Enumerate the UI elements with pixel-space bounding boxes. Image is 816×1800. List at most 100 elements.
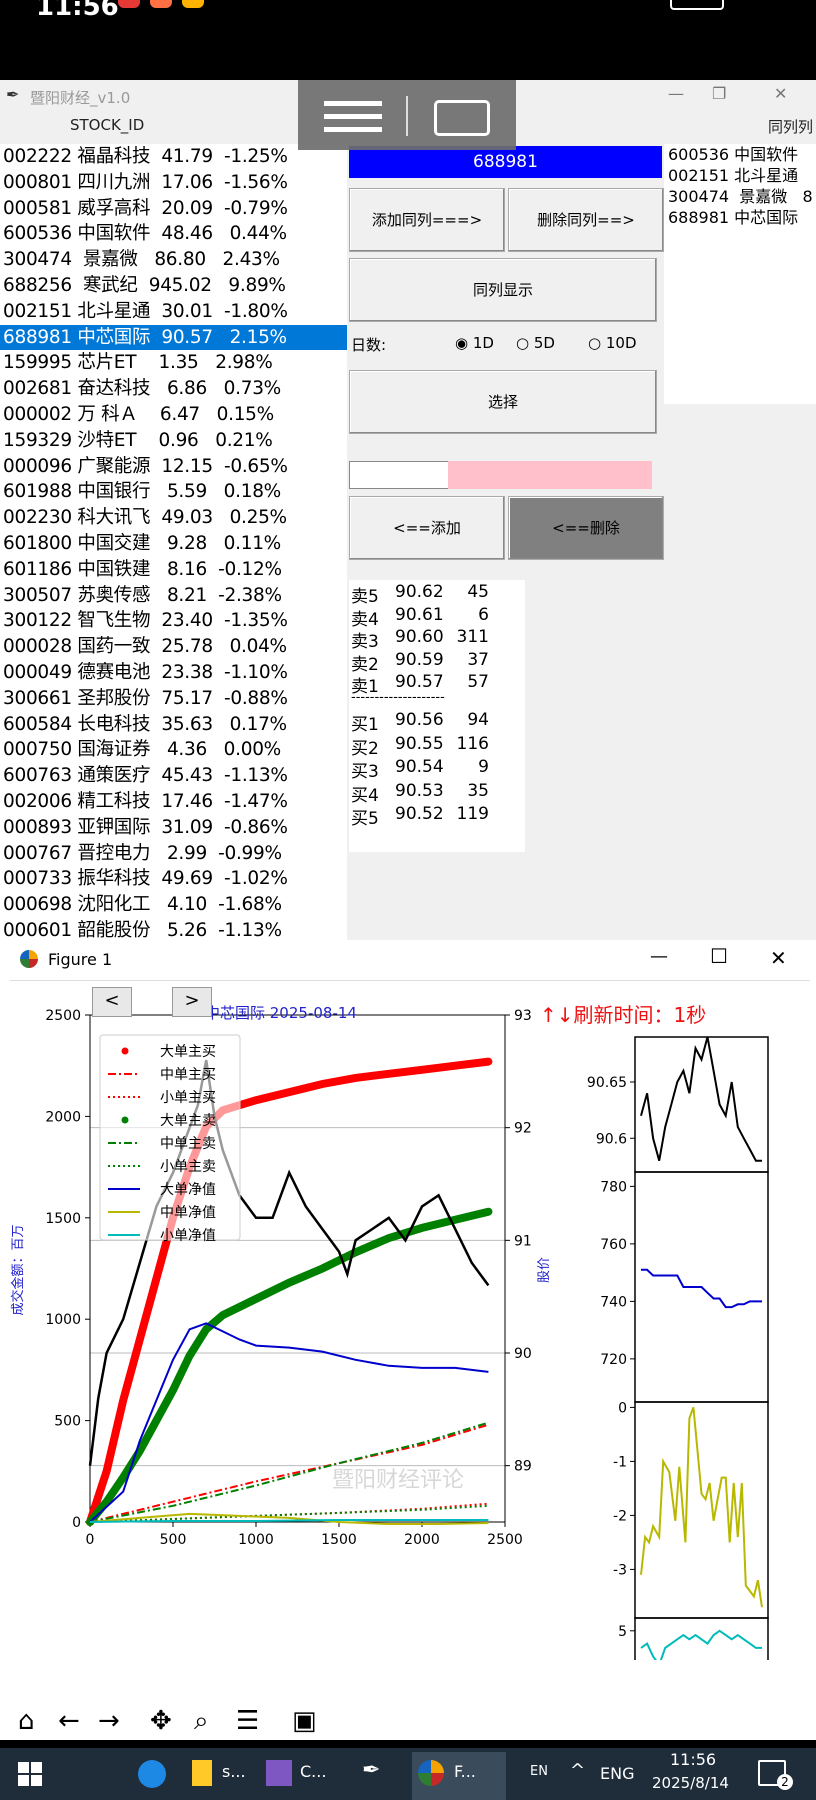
stock-list-item[interactable]: 000733 振华科技 49.69 -1.02%	[3, 868, 288, 890]
selected-code-field[interactable]: 688981	[349, 146, 662, 178]
zoom-icon[interactable]: ⌕	[194, 1706, 209, 1736]
orderbook-label: 卖2	[351, 654, 379, 675]
menu-icon[interactable]	[324, 98, 382, 134]
stock-list-item[interactable]: 300661 圣邦股份 75.17 -0.88%	[3, 687, 288, 709]
stock-list-item[interactable]: 002230 科大讯飞 49.03 0.25%	[3, 507, 287, 529]
add-peer-button[interactable]: 添加同列===>	[349, 188, 505, 252]
windows-start-icon[interactable]	[18, 1762, 42, 1786]
stock-list-item[interactable]: 000002 万 科Ａ 6.47 0.15%	[3, 403, 274, 425]
stock-list-item[interactable]: 000601 韶能股份 5.26 -1.13%	[3, 919, 282, 940]
toolbar-divider	[406, 96, 408, 136]
stock-list-item[interactable]: 000767 晋控电力 2.99 -0.99%	[3, 842, 282, 864]
configure-icon[interactable]: ☰	[236, 1706, 260, 1736]
stock-list-item[interactable]: 000698 沈阳化工 4.10 -1.68%	[3, 894, 282, 916]
stock-list-item[interactable]: 300122 智飞生物 23.40 -1.35%	[3, 610, 288, 632]
next-button[interactable]: >	[172, 987, 212, 1017]
y-right-tick-label: 91	[514, 1233, 532, 1249]
stock-list-item[interactable]: 601800 中国交建 9.28 0.11%	[3, 532, 281, 554]
stock-list-item[interactable]: 000893 亚钾国际 31.09 -0.86%	[3, 816, 288, 838]
series-8	[89, 1519, 489, 1523]
notification-center-icon[interactable]	[758, 1760, 786, 1786]
subplot-series-2	[640, 1407, 763, 1608]
battery-icon	[670, 0, 724, 10]
sub-y-tick-label: 740	[600, 1294, 627, 1310]
stock-list-item[interactable]: 002151 北斗星通 30.01 -1.80%	[3, 300, 288, 322]
stock-list-item[interactable]: 601186 中国铁建 8.16 -0.12%	[3, 558, 282, 580]
ime-indicator[interactable]: EN	[530, 1764, 548, 1779]
stock-list-item[interactable]: 002222 福晶科技 41.79 -1.25%	[3, 146, 288, 167]
notification-count: 2	[777, 1774, 793, 1790]
peer-list-item[interactable]: 688981 中芯国际	[668, 208, 799, 227]
select-button[interactable]: 选择	[349, 370, 657, 434]
taskbar-item-figure[interactable]: F...	[454, 1762, 476, 1781]
stock-list-item[interactable]: 688981 中芯国际 90.57 2.15%	[0, 324, 347, 351]
close-icon[interactable]: ✕	[770, 946, 787, 970]
legend-label: 小单主卖	[160, 1159, 216, 1175]
delete-button[interactable]: <==删除	[508, 496, 664, 560]
taskbar-item-explorer[interactable]: s...	[222, 1762, 246, 1781]
feather-icon[interactable]: ✒	[362, 1758, 381, 1783]
days-radio-1d[interactable]: ◉ 1D	[455, 334, 494, 352]
folder-icon[interactable]	[192, 1760, 212, 1786]
taskbar-item-c[interactable]: C...	[300, 1762, 327, 1781]
stock-list-item[interactable]: 600536 中国软件 48.46 0.44%	[3, 223, 287, 245]
stock-list-item[interactable]: 000028 国药一致 25.78 0.04%	[3, 636, 287, 658]
home-icon[interactable]: ⌂	[18, 1706, 35, 1736]
language-indicator[interactable]: ENG	[600, 1764, 635, 1783]
stock-list-item[interactable]: 601988 中国银行 5.59 0.18%	[3, 481, 281, 503]
y-tick-label: 1000	[45, 1312, 81, 1328]
stock-list-item[interactable]: 002006 精工科技 17.46 -1.47%	[3, 790, 288, 812]
y-tick-label: 0	[72, 1515, 81, 1531]
stock-list-item[interactable]: 159329 沙特ET 0.96 0.21%	[3, 429, 273, 451]
maximize-icon[interactable]: ☐	[710, 944, 728, 968]
stock-list-item[interactable]: 000581 威孚高科 20.09 -0.79%	[3, 197, 288, 219]
edge-icon[interactable]	[138, 1760, 166, 1788]
forward-icon[interactable]: →	[98, 1706, 120, 1736]
y-right-tick-label: 90	[514, 1346, 532, 1362]
code-entry-input[interactable]	[349, 461, 449, 489]
app-icon[interactable]	[266, 1760, 292, 1786]
minimize-icon[interactable]: —	[650, 946, 668, 967]
subplot-series-3	[640, 1629, 762, 1660]
stock-list-item[interactable]: 000801 四川九洲 17.06 -1.56%	[3, 171, 288, 193]
stock-list-item[interactable]: 000096 广聚能源 12.15 -0.65%	[3, 455, 288, 477]
add-button[interactable]: <==添加	[349, 496, 505, 560]
stock-list[interactable]: 002222 福晶科技 41.79 -1.25% 000801 四川九洲 17.0…	[0, 144, 347, 940]
stock-list-item[interactable]: 000750 国海证券 4.36 0.00%	[3, 739, 281, 761]
keyboard-icon[interactable]	[434, 100, 490, 136]
peer-list[interactable]: 600536 中国软件 002151 北斗星通 300474 景嘉微 8 688981…	[664, 144, 816, 404]
stock-list-item[interactable]: 002681 奋达科技 6.86 0.73%	[3, 378, 281, 400]
stock-list-item[interactable]: 600584 长电科技 35.63 0.17%	[3, 713, 287, 735]
show-peer-button[interactable]: 同列显示	[349, 258, 657, 322]
stock-list-item[interactable]: 159995 芯片ET 1.35 2.98%	[3, 352, 273, 374]
subplot-series-1	[641, 1268, 762, 1309]
stock-list-item[interactable]: 000049 德赛电池 23.38 -1.10%	[3, 661, 288, 683]
stock-list-item[interactable]: 688256 寒武纪 945.02 9.89%	[3, 274, 286, 296]
days-radio-5d[interactable]: ○ 5D	[516, 334, 555, 352]
clock-date[interactable]: 2025/8/14	[652, 1774, 729, 1792]
refresh-label: ↑↓刷新时间：1秒	[540, 1003, 706, 1027]
orderbook-price: 90.53	[395, 780, 444, 801]
days-radio-10d[interactable]: ○ 10D	[588, 334, 637, 352]
orderbook-vol: 37	[467, 649, 489, 670]
stock-list-item[interactable]: 600763 通策医疗 45.43 -1.13%	[3, 765, 288, 787]
restore-icon[interactable]: ❐	[712, 84, 727, 103]
back-icon[interactable]: ←	[58, 1706, 80, 1736]
stock-list-item[interactable]: 300474 景嘉微 86.80 2.43%	[3, 249, 280, 271]
orderbook-price: 90.56	[395, 710, 444, 730]
stock-list-item[interactable]: 300507 苏奥传感 8.21 -2.38%	[3, 584, 282, 606]
minimize-icon[interactable]: —	[668, 84, 684, 103]
peer-list-item[interactable]: 300474 景嘉微 8	[668, 187, 813, 206]
sub-y-tick-label: 0	[618, 1400, 627, 1416]
close-icon[interactable]: ✕	[774, 84, 788, 103]
peer-list-item[interactable]: 600536 中国软件	[668, 145, 799, 164]
chevron-up-icon[interactable]: ^	[570, 1760, 586, 1781]
clock-time[interactable]: 11:56	[670, 1750, 717, 1769]
prev-button[interactable]: <	[92, 987, 132, 1017]
x-tick-label: 2500	[487, 1532, 523, 1548]
delete-peer-button[interactable]: 删除同列==>	[508, 188, 664, 252]
save-icon[interactable]: ▣	[292, 1706, 317, 1736]
peer-list-item[interactable]: 002151 北斗星通	[668, 166, 799, 185]
taskbar: s... C... ✒ F... EN ^ ENG 11:56 2025/8/1…	[0, 1748, 816, 1800]
pan-icon[interactable]: ✥	[150, 1706, 172, 1736]
